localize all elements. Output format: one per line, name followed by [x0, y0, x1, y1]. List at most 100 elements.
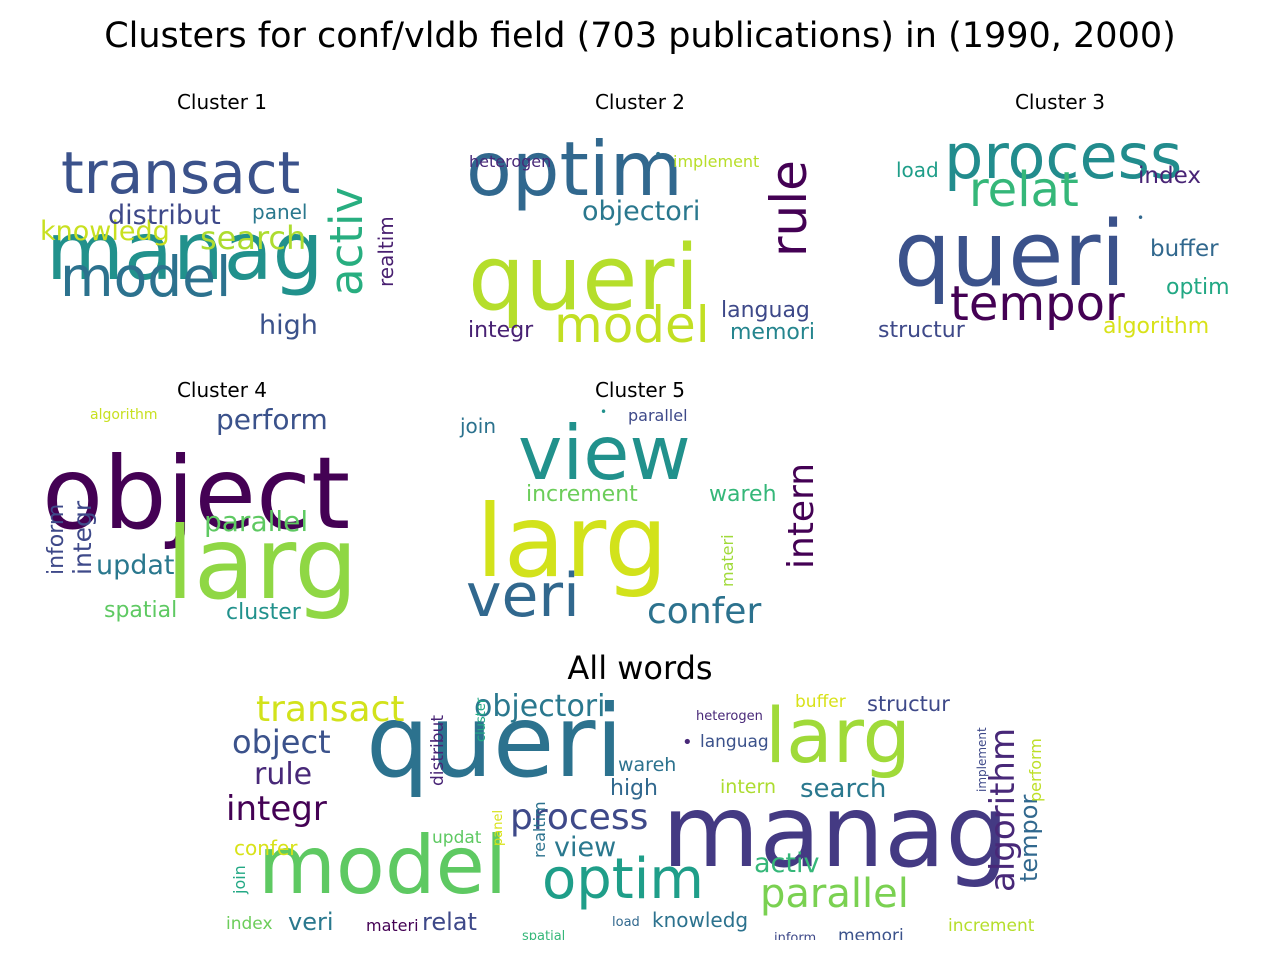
cluster-2-wordcloud: queri optim model rule objectori heterogen imp… [454, 114, 826, 352]
word-queri: queri [468, 226, 700, 331]
cluster-1-wordcloud: manag transact model activ search knowledg dis… [36, 114, 408, 352]
cluster-1-panel: Cluster 1 manag transact model activ search kn… [36, 80, 408, 352]
word-perform: perform [216, 403, 328, 436]
word-high: high [259, 310, 318, 341]
word-parallel: parallel [628, 406, 688, 425]
word-rule: rule [760, 160, 818, 257]
word-model: model [258, 819, 508, 912]
cluster-5-panel: Cluster 5 larg view veri confer intern increme… [454, 368, 826, 640]
word-integr: integr [226, 789, 327, 829]
word-realtim: realtim [374, 216, 398, 287]
word-join: join [460, 414, 497, 438]
word-integr: integr [468, 318, 534, 343]
word-confer: confer [647, 591, 762, 632]
word-optim: optim [466, 125, 683, 213]
word-model: model [60, 245, 232, 309]
word-view: view [518, 409, 691, 497]
cluster-2-panel: Cluster 2 queri optim model rule objectori het… [454, 80, 826, 352]
word-materi: materi [366, 916, 419, 935]
word-wareh: wareh [618, 754, 677, 776]
word-object: object [232, 723, 331, 761]
word-dot: • [1137, 211, 1145, 225]
word-tempor: tempor [1015, 794, 1043, 882]
cluster-3-panel: Cluster 3 queri process relat tempor index buf… [874, 80, 1246, 352]
word-inform: inform [774, 931, 817, 940]
word-dot: • [682, 732, 693, 753]
word-implement: implement [975, 727, 989, 792]
word-heterogen: heterogen [469, 152, 552, 171]
word-parallel: parallel [760, 871, 909, 917]
word-queri: queri [894, 202, 1126, 307]
word-objectori: objectori [474, 689, 606, 724]
word-languag: languag [700, 732, 769, 752]
word-increment: increment [526, 482, 638, 507]
word-optim: optim [1166, 275, 1230, 300]
word-objectori: objectori [582, 196, 701, 227]
word-intern: intern [720, 776, 776, 798]
word-manag: manag [46, 205, 324, 298]
word-buffer: buffer [1150, 236, 1219, 262]
word-inform: inform [44, 503, 69, 575]
word-join: join [230, 865, 249, 894]
word-updat: updat [432, 828, 482, 848]
word-object: object [42, 435, 351, 552]
cluster-4-panel: Cluster 4 object larg parallel perform updat i… [36, 368, 408, 640]
word-parallel: parallel [204, 505, 309, 538]
word-index: index [1138, 163, 1201, 189]
cluster-3-title: Cluster 3 [1014, 90, 1106, 114]
word-buffer: buffer [795, 692, 846, 712]
word-index: index [226, 914, 273, 934]
word-dot: • [600, 405, 608, 419]
word-spatial: spatial [104, 598, 178, 623]
word-relat: relat [422, 908, 477, 936]
cluster-4-title: Cluster 4 [176, 378, 268, 402]
word-cluster: cluster [474, 697, 489, 742]
word-spatial: spatial [522, 929, 566, 940]
word-process: process [944, 120, 1183, 193]
word-veri: veri [288, 908, 334, 936]
word-knowledg: knowledg [652, 908, 749, 932]
word-algorithm: algorithm [1103, 314, 1210, 339]
word-load: load [612, 915, 640, 930]
word-increment: increment [948, 916, 1035, 936]
word-search: search [800, 774, 887, 804]
word-materi: materi [718, 534, 737, 587]
word-distribut: distribut [428, 715, 448, 786]
word-model: model [554, 296, 710, 352]
word-veri: veri [466, 561, 580, 631]
word-transact: transact [256, 689, 405, 730]
word-load: load [896, 158, 939, 182]
cluster-1-title: Cluster 1 [176, 90, 268, 114]
word-manag: manag [662, 773, 1009, 890]
word-cluster: cluster [226, 600, 301, 625]
word-larg: larg [765, 691, 911, 780]
cluster-3-wordcloud: queri process relat tempor index buffer optim a… [874, 114, 1246, 352]
word-process: process [510, 797, 649, 838]
word-queri: queri [366, 688, 624, 800]
word-tempor: tempor [950, 276, 1125, 332]
word-memori: memori [730, 320, 816, 345]
word-knowledg: knowledg [40, 216, 170, 247]
word-larg: larg [166, 505, 358, 622]
word-search: search [200, 219, 307, 257]
word-optim: optim [542, 847, 704, 912]
word-algorithm: algorithm [90, 407, 158, 423]
word-view: view [554, 832, 617, 863]
word-dot: • [654, 147, 663, 163]
all-words-wordcloud: queri manag model larg optim transact objector… [212, 688, 1068, 940]
word-heterogen: heterogen [696, 709, 763, 724]
word-updat: updat [96, 550, 175, 581]
figure-title: Clusters for conf/vldb field (703 public… [104, 16, 1176, 56]
word-structur: structur [878, 318, 965, 343]
cluster-2-title: Cluster 2 [594, 90, 686, 114]
word-panel: panel [252, 200, 308, 224]
word-activ: activ [754, 848, 820, 879]
word-activ: activ [320, 186, 373, 296]
word-panel: panel [491, 809, 506, 846]
cluster-5-wordcloud: larg view veri confer intern increment wareh ma… [454, 402, 826, 640]
word-memori: memori [838, 926, 904, 941]
word-transact: transact [61, 139, 301, 207]
word-intern: intern [781, 462, 822, 569]
all-words-panel: All words queri manag model larg optim transac… [212, 648, 1068, 940]
all-words-title: All words [567, 649, 713, 687]
